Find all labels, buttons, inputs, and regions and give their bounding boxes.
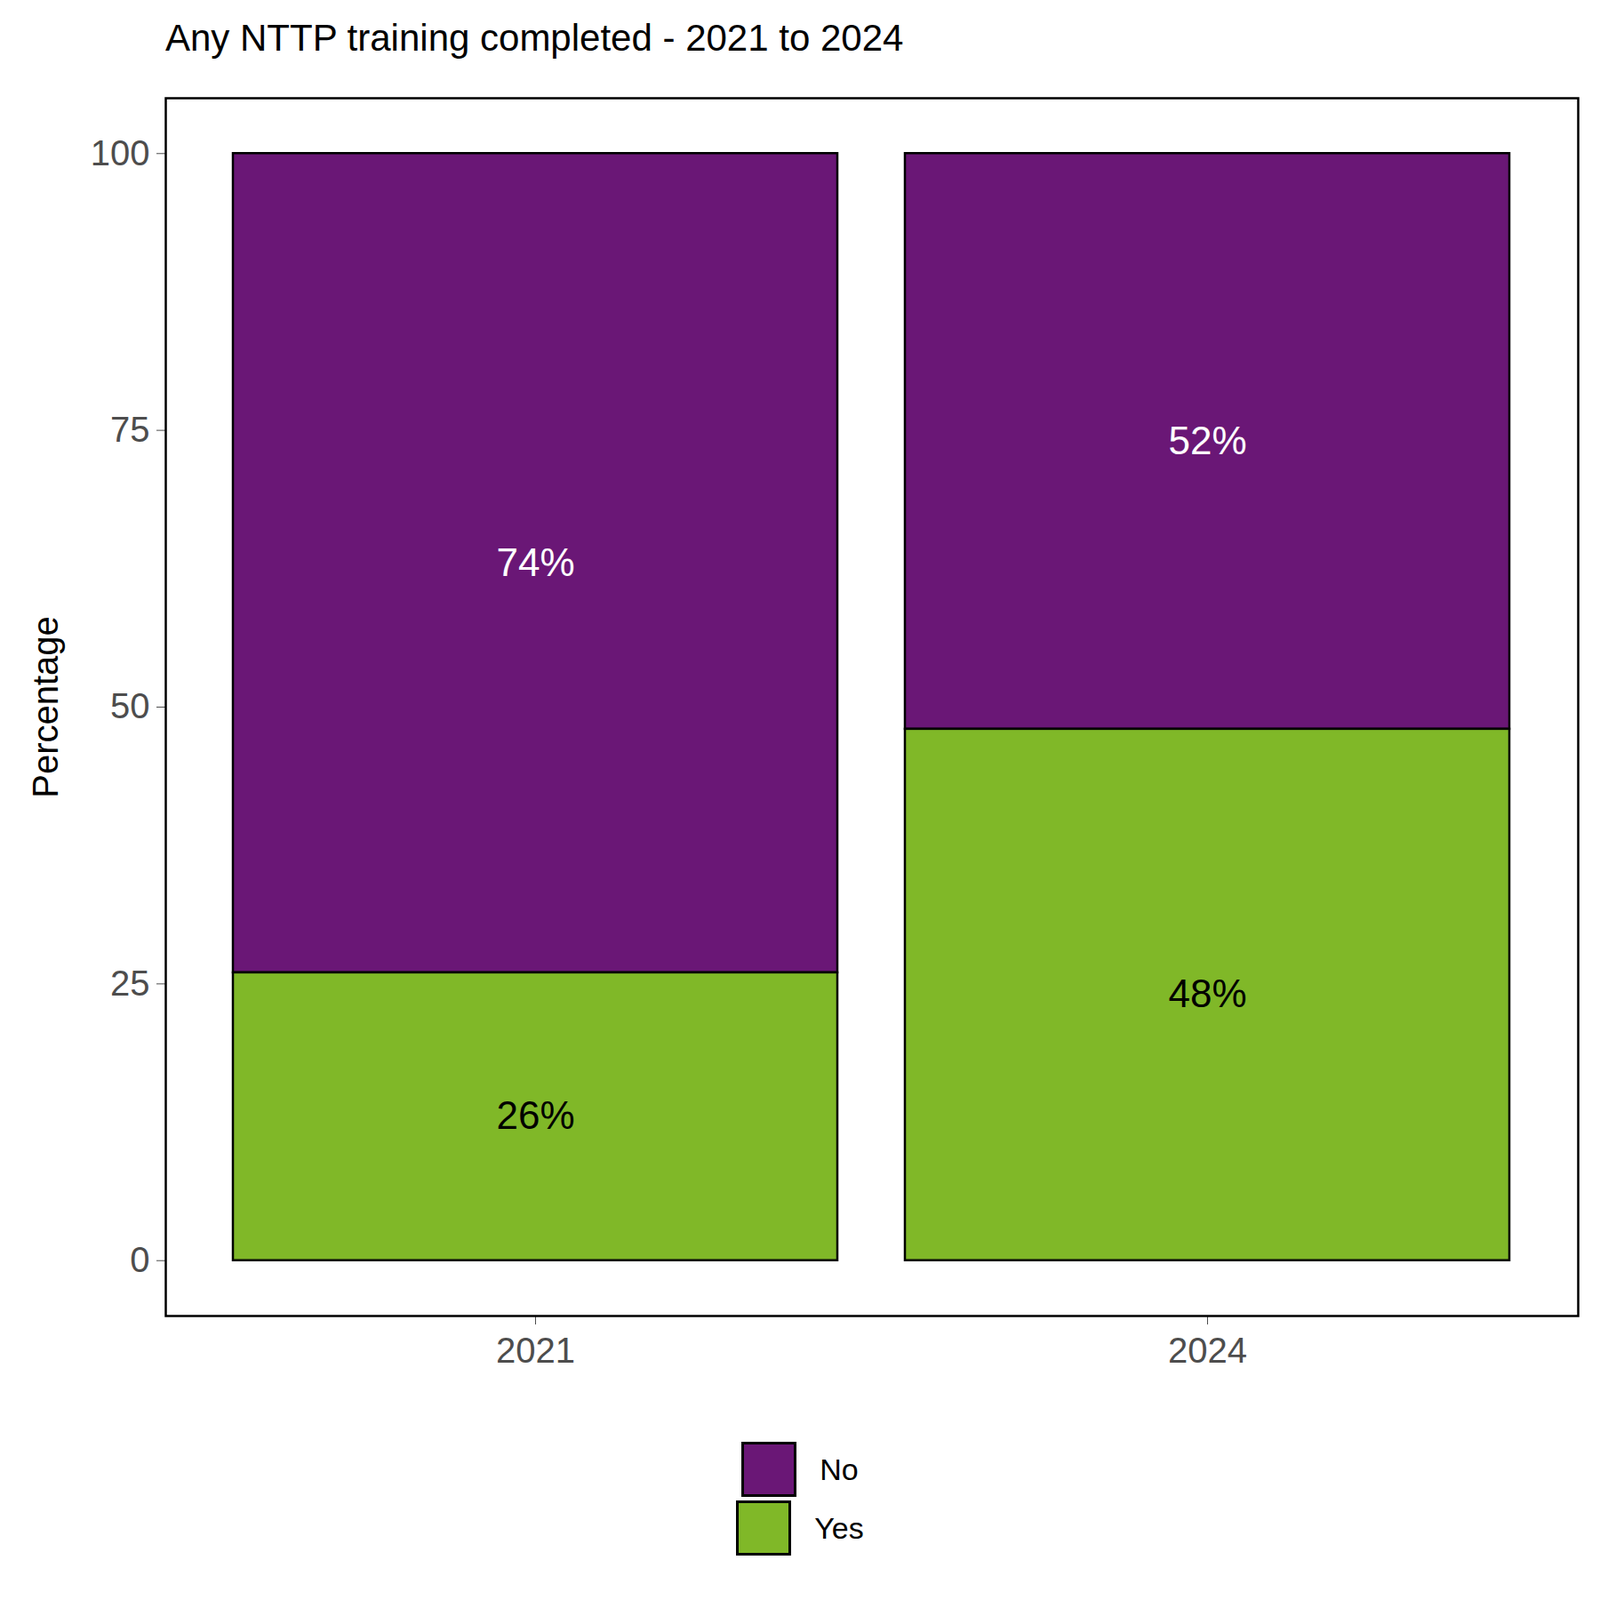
svg-text:48%: 48% — [1168, 971, 1247, 1016]
svg-text:2021: 2021 — [496, 1330, 576, 1370]
svg-text:0: 0 — [129, 1240, 150, 1280]
svg-text:2024: 2024 — [1168, 1330, 1248, 1370]
svg-text:25: 25 — [110, 963, 151, 1003]
svg-text:50: 50 — [110, 686, 151, 726]
html-text:No: No — [819, 1452, 859, 1486]
svg-text:52%: 52% — [1168, 418, 1247, 463]
svg-text:75: 75 — [110, 409, 151, 449]
svg-text:74%: 74% — [496, 540, 575, 584]
html-text:Any NTTP training completed -: Any NTTP training completed - 2021 to 20… — [165, 16, 904, 59]
svg-text:26%: 26% — [496, 1093, 575, 1137]
svg-text:100: 100 — [90, 133, 151, 173]
html-text:Yes: Yes — [814, 1510, 864, 1545]
svg-text:Percentage: Percentage — [25, 616, 65, 799]
